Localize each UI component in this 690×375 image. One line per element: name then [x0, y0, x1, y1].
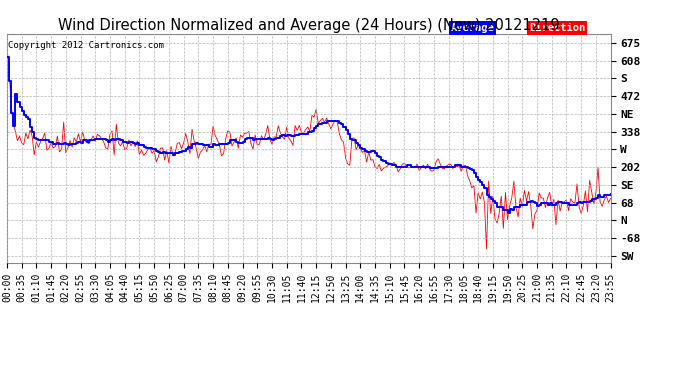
Text: Direction: Direction [529, 22, 585, 33]
Text: Average: Average [451, 22, 495, 33]
Title: Wind Direction Normalized and Average (24 Hours) (New) 20121219: Wind Direction Normalized and Average (2… [58, 18, 560, 33]
Text: Copyright 2012 Cartronics.com: Copyright 2012 Cartronics.com [8, 40, 164, 50]
